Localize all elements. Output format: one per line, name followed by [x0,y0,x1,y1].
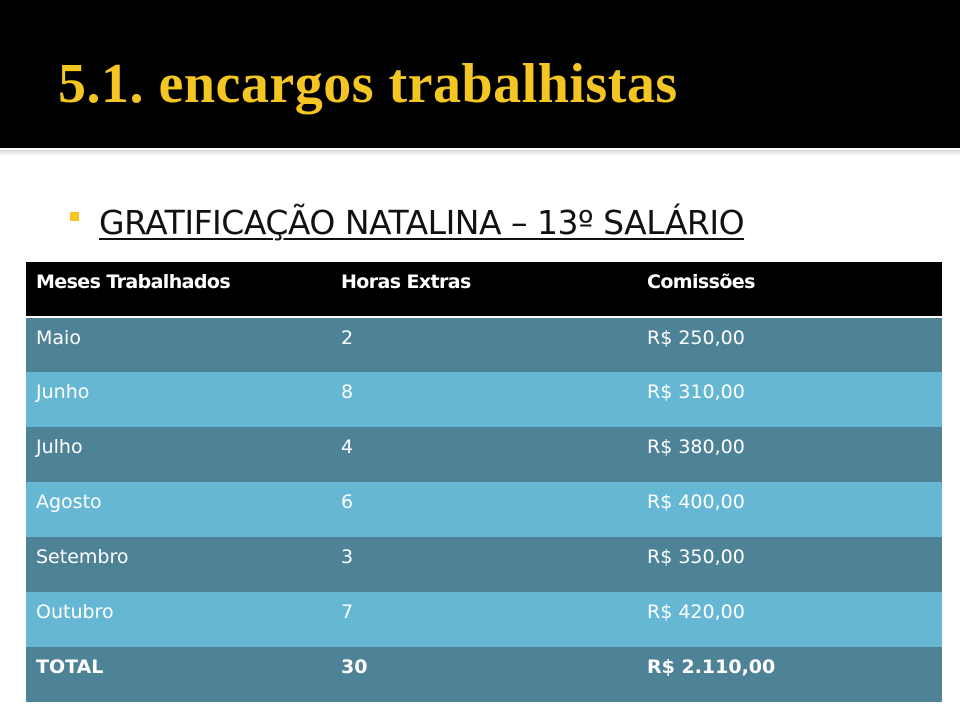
commission-cell: R$ 400,00 [647,491,745,513]
commission-cell: R$ 420,00 [647,601,745,623]
column-header-meses: Meses Trabalhados [26,262,331,318]
overtime-hours-cell: 8 [341,381,354,403]
overtime-hours-cell: 2 [341,327,354,349]
bullet-text: GRATIFICAÇÃO NATALINA – 13º SALÁRIO [99,202,745,242]
table-row: Maio 2 R$ 250,00 [26,317,942,372]
month-cell: Setembro [36,546,129,568]
total-label-cell: TOTAL [36,656,104,678]
commission-cell: R$ 380,00 [647,436,745,458]
bullet-item: GRATIFICAÇÃO NATALINA – 13º SALÁRIO [70,198,745,246]
column-header-horas-extras: Horas Extras [331,262,637,318]
month-cell: Junho [36,381,90,403]
month-cell: Maio [36,327,81,349]
table-row: Setembro 3 R$ 350,00 [26,537,942,592]
commission-cell: R$ 250,00 [647,327,745,349]
total-overtime-hours-cell: 30 [341,656,368,678]
square-bullet-icon [70,211,79,221]
table-row: Agosto 6 R$ 400,00 [26,482,942,537]
total-commission-cell: R$ 2.110,00 [647,656,776,678]
table-row: Julho 4 R$ 380,00 [26,427,942,482]
slide-title: 5.1. encargos trabalhistas [58,53,678,115]
month-cell: Outubro [36,601,114,623]
table-row: Outubro 7 R$ 420,00 [26,592,942,647]
commission-cell: R$ 350,00 [647,546,745,568]
table-total-row: TOTAL 30 R$ 2.110,00 [26,647,942,702]
overtime-hours-cell: 3 [341,546,354,568]
table-header-row: Meses Trabalhados Horas Extras Comissões [26,262,942,318]
month-cell: Agosto [36,491,102,513]
table-row: Junho 8 R$ 310,00 [26,372,942,427]
title-banner [0,0,960,148]
commission-cell: R$ 310,00 [647,381,745,403]
month-cell: Julho [36,436,83,458]
column-header-comissoes: Comissões [637,262,942,318]
overtime-hours-cell: 4 [341,436,354,458]
data-table: Meses Trabalhados Horas Extras Comissões… [26,262,942,702]
overtime-hours-cell: 6 [341,491,354,513]
title-divider [0,150,960,156]
overtime-hours-cell: 7 [341,601,354,623]
